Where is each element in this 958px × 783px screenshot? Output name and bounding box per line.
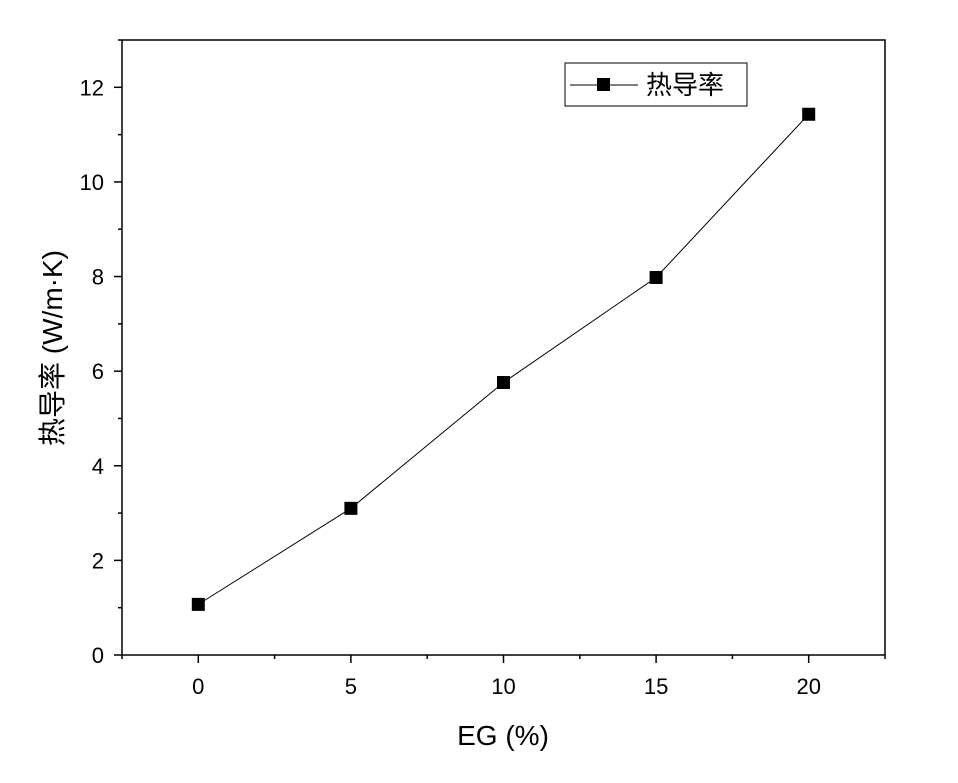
series-line	[198, 113, 810, 605]
y-tick-label: 6	[92, 359, 104, 384]
y-tick-label: 10	[80, 170, 104, 195]
x-tick-label: 5	[345, 674, 357, 699]
x-tick-label: 0	[192, 674, 204, 699]
x-axis-tick-labels: 0 5 10 15 20	[192, 674, 821, 699]
y-axis-title: 热导率 (W/m·K)	[37, 250, 68, 446]
y-tick-label: 2	[92, 548, 104, 573]
data-point-marker	[191, 597, 205, 611]
series-layer	[191, 107, 816, 611]
data-point-marker	[649, 270, 663, 284]
y-axis-tick-labels: 0 2 4 6 8 10 12	[80, 75, 104, 668]
legend-marker-swatch	[597, 78, 610, 91]
y-tick-label: 0	[92, 643, 104, 668]
legend-series-label: 热导率	[646, 71, 724, 101]
axis-ticks	[114, 39, 886, 663]
y-tick-label: 8	[92, 265, 104, 290]
data-point-marker	[344, 501, 358, 515]
plot-frame	[121, 39, 886, 656]
legend: 热导率	[564, 62, 748, 107]
x-tick-label: 10	[491, 674, 515, 699]
y-tick-label: 4	[92, 454, 104, 479]
x-axis-title: EG (%)	[457, 720, 549, 751]
x-tick-label: 20	[796, 674, 820, 699]
data-point-marker	[802, 107, 816, 121]
x-tick-label: 15	[644, 674, 668, 699]
y-tick-label: 12	[80, 75, 104, 100]
data-point-marker	[497, 376, 510, 390]
